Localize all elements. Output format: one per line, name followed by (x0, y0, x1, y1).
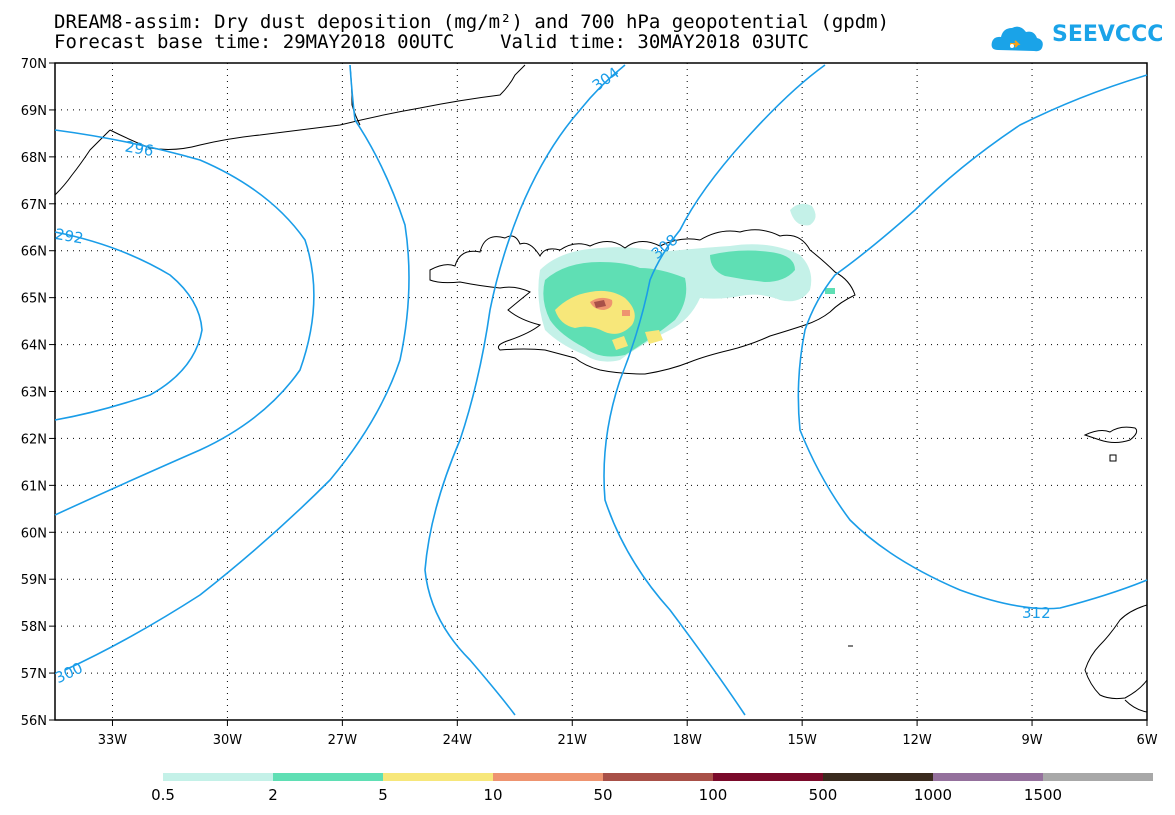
latitude-labels: 70N 69N 68N 67N 66N 65N 64N 63N 62N 61N 60N 59N 58N 5… (21, 57, 47, 729)
lat-label-68N: 68N (21, 151, 47, 166)
legend-swatch-8 (1043, 773, 1153, 781)
lon-label-6W: 6W (1136, 733, 1157, 748)
logo-text: SEEVCCC (1052, 22, 1164, 47)
dust-deposition-shading (538, 203, 835, 362)
lat-label-57N: 57N (21, 667, 47, 682)
lat-label-67N: 67N (21, 198, 47, 213)
longitude-labels: 33W 30W 27W 24W 21W 18W 15W 12W 9W 6W (98, 733, 1158, 748)
geopotential-contours (54, 64, 1148, 716)
lon-label-24W: 24W (443, 733, 473, 748)
legend-color-bar (163, 773, 1153, 781)
legend-label-5: 100 (698, 786, 728, 804)
legend-label-0: 0.5 (151, 786, 175, 804)
map-title-line1: DREAM8-assim: Dry dust deposition (mg/m²… (54, 11, 890, 33)
lat-label-70N: 70N (21, 57, 47, 72)
legend-label-4: 50 (593, 786, 613, 804)
legend-swatch-4 (603, 773, 713, 781)
contour-label-292: 292 (54, 225, 85, 248)
graticule-grid (49, 62, 1148, 726)
lon-label-18W: 18W (673, 733, 703, 748)
lon-label-30W: 30W (213, 733, 243, 748)
legend-label-8: 1500 (1023, 786, 1063, 804)
legend-label-2: 5 (378, 786, 388, 804)
contour-312 (797, 74, 1148, 610)
lon-label-9W: 9W (1021, 733, 1042, 748)
lon-label-12W: 12W (902, 733, 932, 748)
lon-label-27W: 27W (328, 733, 358, 748)
scotland-coast (1084, 604, 1148, 713)
faroe-islands (1083, 426, 1138, 462)
legend-label-3: 10 (483, 786, 503, 804)
coastlines (54, 64, 1148, 713)
contour-label-296: 296 (124, 137, 155, 160)
legend-label-6: 500 (808, 786, 838, 804)
contour-308 (603, 64, 826, 716)
legend-swatch-0 (163, 773, 273, 781)
map-title-line2: Forecast base time: 29MAY2018 00UTC Vali… (54, 31, 809, 53)
lat-label-66N: 66N (21, 245, 47, 260)
lon-label-15W: 15W (787, 733, 817, 748)
lat-label-60N: 60N (21, 526, 47, 541)
dust-level-2-east (710, 250, 795, 282)
lat-label-62N: 62N (21, 432, 47, 447)
lat-label-58N: 58N (21, 620, 47, 635)
contour-292 (54, 231, 203, 421)
greenland-coast (54, 64, 526, 196)
dust-level-0-5-patch (790, 203, 816, 226)
logo-cloud-icon (991, 26, 1043, 52)
contour-300 (64, 64, 410, 671)
lat-label-64N: 64N (21, 339, 47, 354)
iceland-coast (429, 229, 856, 375)
legend-swatch-2 (383, 773, 493, 781)
legend-swatch-1 (273, 773, 383, 781)
dust-level-50 (594, 300, 606, 308)
lat-label-65N: 65N (21, 292, 47, 307)
contour-label-304: 304 (589, 64, 623, 95)
lat-label-59N: 59N (21, 573, 47, 588)
dust-level-5 (555, 290, 635, 334)
legend-swatch-6 (823, 773, 933, 781)
legend-label-1: 2 (268, 786, 278, 804)
lat-label-69N: 69N (21, 104, 47, 119)
contour-label-312: 312 (1022, 604, 1051, 622)
lat-label-56N: 56N (21, 714, 47, 729)
lat-label-61N: 61N (21, 479, 47, 494)
legend-label-7: 1000 (913, 786, 953, 804)
legend-swatch-7 (933, 773, 1043, 781)
lat-label-63N: 63N (21, 386, 47, 401)
contour-296 (54, 129, 315, 516)
contour-304 (424, 64, 626, 716)
lon-label-33W: 33W (98, 733, 128, 748)
legend-swatch-5 (713, 773, 823, 781)
legend-swatch-3 (493, 773, 603, 781)
lon-label-21W: 21W (558, 733, 588, 748)
